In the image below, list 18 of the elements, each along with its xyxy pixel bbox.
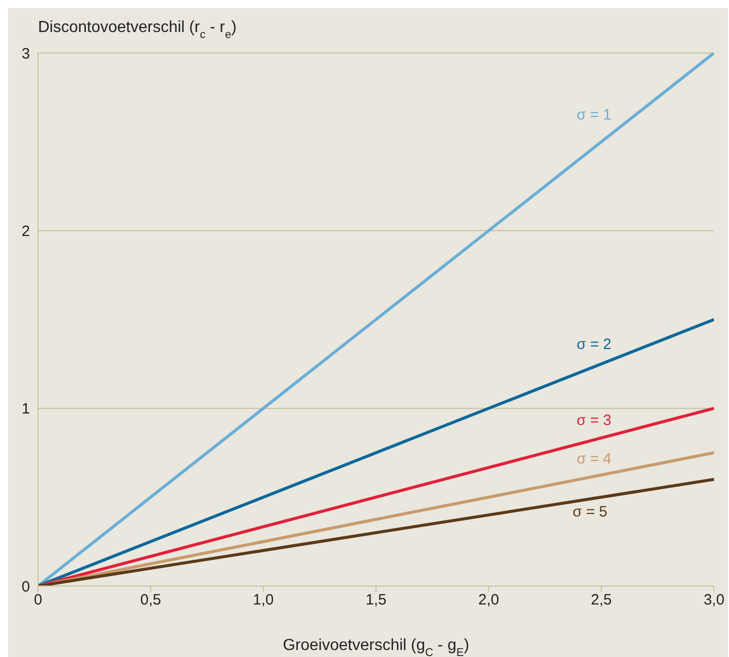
x-tick-label: 1,0 [252, 592, 274, 609]
x-tick-label: 2,0 [478, 592, 500, 609]
y-tick-label: 0 [22, 578, 30, 596]
series-label: σ = 5 [572, 503, 608, 520]
x-tick-label: 0,5 [140, 592, 162, 609]
series-label: σ = 4 [576, 450, 612, 468]
x-axis-title: Groeivoetverschil (g$_{C}$ - g$_{E}$) [282, 637, 470, 657]
y-tick-label: 2 [22, 222, 30, 240]
x-tick-label: 1,5 [366, 592, 386, 609]
series-label: σ = 3 [576, 412, 612, 430]
x-tick-label: 2,5 [590, 592, 612, 609]
x-tick-label: 0 [34, 592, 42, 609]
y-tick-label: 1 [22, 400, 30, 418]
y-tick-label: 3 [22, 45, 30, 62]
series-label: σ = 1 [576, 106, 612, 124]
x-tick-label: 3,0 [704, 592, 724, 609]
series-label: σ = 2 [576, 336, 612, 353]
y-axis-title: Discontovoetverschil (r$_{c}$ - r$_{e}$) [38, 19, 237, 41]
